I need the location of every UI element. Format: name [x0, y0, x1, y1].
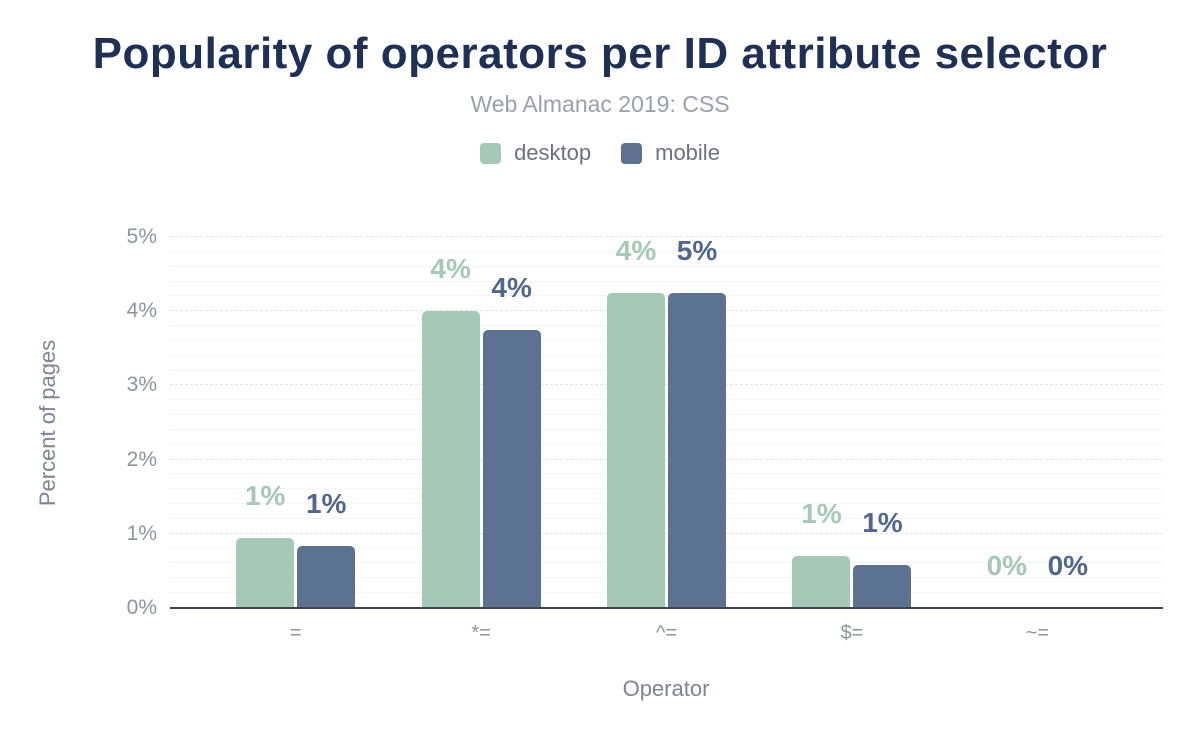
category-band: 4% 4% *=: [388, 237, 573, 643]
x-tick-label: ^=: [655, 622, 678, 644]
category-band: 1% 1% $=: [759, 237, 944, 643]
mobile-value-label: 1%: [305, 488, 347, 520]
desktop-bar-column: 0%: [978, 237, 1036, 608]
desktop-bar: [236, 538, 295, 608]
mobile-bar-column: 1%: [297, 237, 356, 608]
minor-gridline: [170, 443, 1163, 445]
minor-gridline: [170, 488, 1163, 490]
desktop-bar-column: 4%: [607, 235, 666, 608]
plot-area: 1% 1% = 4% 4% *= 4% 5% ^= 1% 1% $= 0% 0% ~=: [170, 235, 1163, 644]
minor-gridline: [170, 295, 1163, 297]
desktop-value-label: 4%: [615, 235, 657, 266]
desktop-value-label: 1%: [244, 480, 286, 512]
minor-gridline: [170, 325, 1163, 327]
bar-pair: 1% 1%: [792, 237, 912, 608]
mobile-value-label: 5%: [676, 235, 718, 266]
minor-gridline: [170, 339, 1163, 341]
bar-pair: 4% 4%: [421, 237, 541, 608]
mobile-value-label: 4%: [491, 271, 532, 303]
mobile-bar-column: 5%: [668, 235, 727, 608]
minor-gridline: [170, 414, 1163, 416]
legend-label: desktop: [514, 140, 592, 165]
desktop-bar-column: 1%: [236, 237, 295, 608]
minor-gridline: [170, 354, 1163, 356]
minor-gridline: [170, 577, 1163, 579]
x-tick-label: ~=: [1025, 622, 1049, 644]
major-gridline: [170, 236, 1163, 237]
category-band: 1% 1% =: [203, 237, 388, 643]
mobile-bar: [297, 546, 356, 608]
mobile-value-label: 1%: [862, 506, 903, 538]
desktop-bar-column: 1%: [792, 237, 851, 608]
x-axis-title: Operator: [622, 676, 710, 701]
bar-pair: 4% 5%: [607, 235, 727, 608]
y-axis: 0% 1% 2% 3% 4% 5%: [0, 225, 157, 619]
mobile-bar: [668, 293, 727, 608]
legend-swatch-desktop: [480, 142, 502, 164]
mobile-bar: [482, 329, 541, 608]
desktop-value-label: 1%: [801, 498, 842, 530]
bands: 1% 1% = 4% 4% *= 4% 5% ^= 1% 1% $= 0% 0% ~=: [203, 235, 1130, 644]
desktop-bar: [607, 293, 666, 608]
legend: desktop mobile: [0, 142, 1200, 164]
y-tick-label: 1%: [126, 521, 157, 545]
mobile-bar-column: 1%: [853, 237, 912, 608]
mobile-bar: [853, 564, 912, 608]
mobile-bar-column: 4%: [482, 237, 541, 608]
major-gridline: [170, 458, 1163, 460]
legend-label: mobile: [655, 140, 720, 165]
chart-title: Popularity of operators per ID attribute…: [92, 29, 1108, 78]
minor-gridline: [170, 369, 1163, 371]
x-tick-label: $=: [840, 622, 864, 644]
minor-gridline: [170, 547, 1163, 549]
minor-gridline: [170, 428, 1163, 430]
x-tick-label: =: [289, 622, 302, 644]
legend-swatch-mobile: [621, 142, 643, 164]
y-tick-label: 3%: [126, 373, 157, 397]
major-gridline: [170, 532, 1163, 534]
x-axis-line: [170, 607, 1163, 609]
chart-header: Popularity of operators per ID attribute…: [0, 29, 1200, 118]
minor-gridline: [170, 280, 1163, 282]
minor-gridline: [170, 473, 1163, 475]
mobile-value-label: 0%: [1047, 550, 1089, 581]
desktop-bar: [792, 556, 851, 608]
y-axis-title: Percent of pages: [35, 339, 60, 507]
minor-gridline: [170, 562, 1163, 564]
y-tick-label: 0%: [126, 596, 157, 619]
bar-pair: 0% 0%: [978, 237, 1097, 608]
x-tick-label: *=: [471, 622, 491, 644]
y-tick-label: 4%: [126, 299, 157, 323]
minor-gridline: [170, 592, 1163, 594]
desktop-value-label: 4%: [430, 253, 471, 285]
y-tick-label: 5%: [126, 225, 157, 248]
minor-gridline: [170, 399, 1163, 401]
major-gridline: [170, 310, 1163, 312]
chart-subtitle: Web Almanac 2019: CSS: [470, 91, 730, 118]
minor-gridline: [170, 265, 1163, 267]
major-gridline: [170, 384, 1163, 386]
y-tick-label: 2%: [126, 447, 157, 471]
minor-gridline: [170, 503, 1163, 505]
category-band: 4% 5% ^=: [574, 235, 759, 643]
desktop-bar: [421, 311, 480, 608]
legend-item-desktop: desktop: [480, 142, 591, 164]
category-band: 0% 0% ~=: [945, 237, 1130, 644]
minor-gridline: [170, 517, 1163, 519]
desktop-value-label: 0%: [986, 550, 1028, 581]
desktop-bar-column: 4%: [421, 237, 480, 608]
minor-gridline: [170, 250, 1163, 252]
bar-pair: 1% 1%: [236, 237, 356, 608]
mobile-bar-column: 0%: [1039, 237, 1097, 608]
legend-item-mobile: mobile: [621, 142, 720, 164]
